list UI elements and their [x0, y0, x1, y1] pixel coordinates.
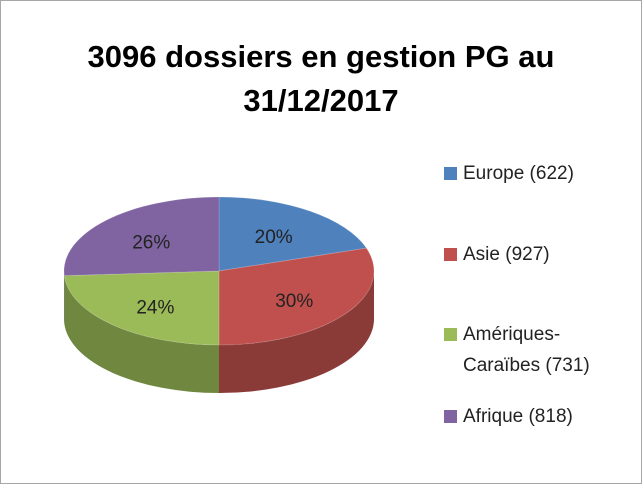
legend-swatch [444, 248, 457, 261]
data-label: 20% [255, 227, 293, 248]
legend-label: Afrique (818) [463, 406, 573, 427]
data-label: 30% [275, 291, 313, 312]
legend-swatch [444, 167, 457, 180]
legend-item: Afrique (818) [444, 401, 619, 432]
chart-title: 3096 dossiers en gestion PG au 31/12/201… [87, 39, 555, 118]
legend-label: Europe (622) [463, 163, 574, 184]
pie-side [219, 271, 374, 393]
legend-label: Amériques-Caraïbes (731) [463, 324, 590, 376]
legend-label: Asie (927) [463, 244, 550, 265]
data-label: 24% [136, 297, 174, 318]
pie-slice [218, 196, 368, 272]
pie-slice [218, 247, 375, 346]
legend-item: Asie (927) [444, 239, 619, 270]
pie-side [64, 275, 219, 393]
data-label: 26% [132, 233, 170, 254]
pie-slice [63, 196, 220, 277]
legend-swatch [444, 410, 457, 423]
legend-swatch [444, 328, 457, 341]
pie-slice [63, 270, 220, 346]
legend-item: Europe (622) [444, 158, 619, 189]
legend-item: Amériques-Caraïbes (731) [444, 319, 619, 381]
